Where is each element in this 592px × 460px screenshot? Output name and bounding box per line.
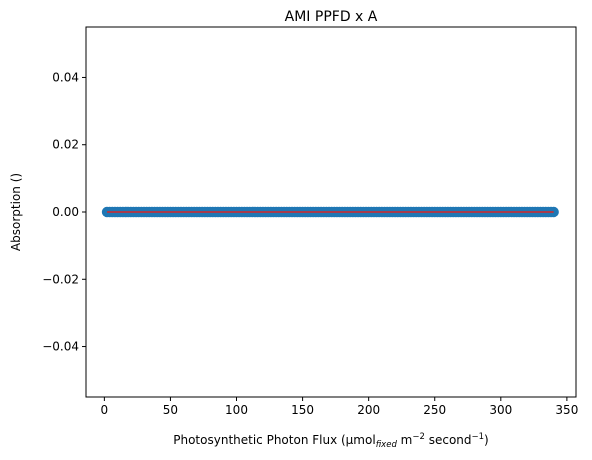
x-axis-ticks: 0 50 100 150 200 250 300 350 <box>101 397 578 417</box>
y-axis-label: Absorption () <box>9 173 23 251</box>
y-tick-label: −0.02 <box>42 272 79 286</box>
x-tick-label: 0 <box>101 403 109 417</box>
y-axis-ticks: −0.04 −0.02 0.00 0.02 0.04 <box>42 70 86 354</box>
y-tick-label: −0.04 <box>42 340 79 354</box>
x-tick-label: 250 <box>423 403 446 417</box>
x-axis-label-superscript-1: −2 <box>412 432 425 442</box>
x-tick-label: 50 <box>163 403 178 417</box>
y-tick-label: 0.04 <box>52 70 79 84</box>
x-axis-label-main: Photosynthetic Photon Flux (μmol <box>173 433 375 447</box>
x-tick-label: 300 <box>489 403 512 417</box>
data-marks <box>101 206 559 218</box>
x-tick-label: 200 <box>357 403 380 417</box>
y-tick-label: 0.02 <box>52 138 79 152</box>
y-tick-label: 0.00 <box>52 205 79 219</box>
x-tick-label: 350 <box>555 403 578 417</box>
x-tick-label: 100 <box>225 403 248 417</box>
x-axis-label: Photosynthetic Photon Flux (μmolfixed m−… <box>173 432 488 450</box>
chart-title: AMI PPFD x A <box>285 9 378 25</box>
x-axis-label-subscript: fixed <box>376 440 398 450</box>
x-tick-label: 150 <box>291 403 314 417</box>
x-axis-label-mid: m <box>397 433 413 447</box>
x-axis-label-mid-2: second <box>425 433 472 447</box>
x-axis-label-end: ) <box>484 433 489 447</box>
x-axis-label-superscript-2: −1 <box>472 432 485 442</box>
